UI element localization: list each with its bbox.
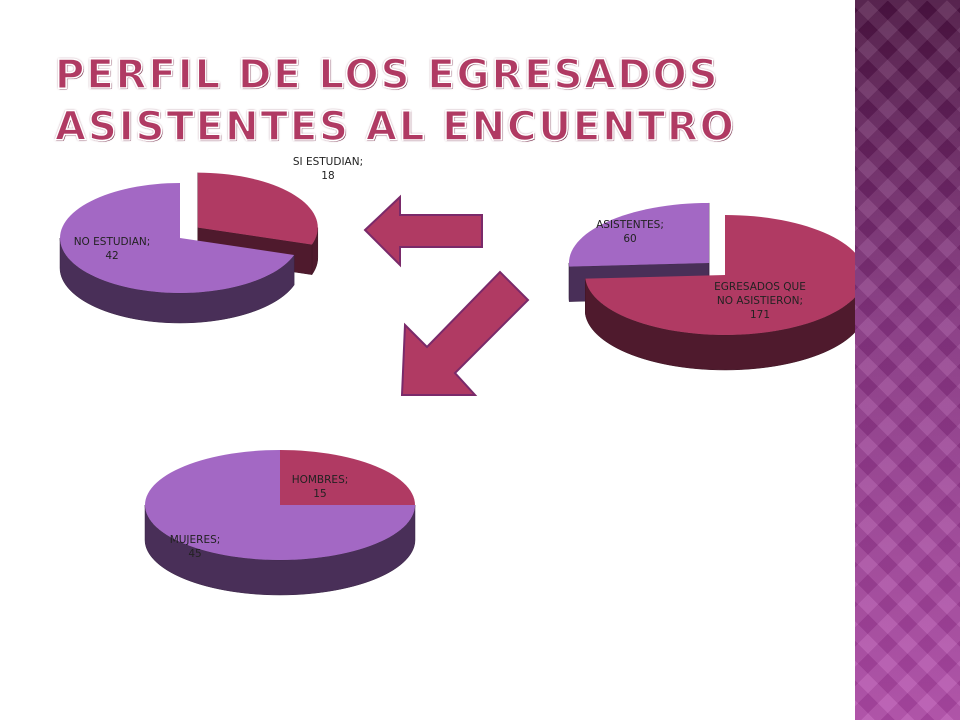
slice-name: SI ESTUDIAN [293, 155, 363, 169]
slice-value: 45 [188, 548, 202, 560]
pie-slice [568, 202, 709, 267]
pie-chart [144, 450, 416, 596]
slice-value: 15 [313, 488, 327, 500]
data-label: SI ESTUDIAN18 [293, 155, 363, 183]
slice-name: NO ESTUDIAN [74, 235, 151, 249]
charts [59, 172, 855, 596]
side-decoration [855, 0, 960, 720]
slice-name: HOMBRES [292, 473, 349, 487]
slice-value: 42 [105, 250, 119, 262]
arrow [400, 270, 530, 396]
slice-value: 18 [321, 170, 335, 182]
pie-slice-side [585, 278, 855, 371]
pie-slice [197, 172, 318, 245]
arrow [363, 194, 483, 268]
slice-name: EGRESADOS QUE NO ASISTIERON [713, 280, 808, 308]
slice-value: 171 [749, 309, 771, 321]
pie-chart [59, 172, 319, 324]
title-line: ASISTENTES AL ENCUENTRO [54, 103, 736, 151]
pie-slice [60, 183, 295, 293]
data-label: MUJERES45 [170, 533, 221, 561]
slice-name: MUJERES [170, 533, 221, 547]
title-line: PERFIL DE LOS EGRESADOS [54, 51, 720, 99]
data-label: ASISTENTES60 [596, 218, 664, 246]
data-label: HOMBRES15 [292, 473, 349, 501]
slice-value: 60 [623, 233, 637, 245]
data-label: EGRESADOS QUE NO ASISTIERON171 [713, 280, 808, 322]
data-label: NO ESTUDIAN42 [74, 235, 151, 263]
slice-name: ASISTENTES [596, 218, 664, 232]
